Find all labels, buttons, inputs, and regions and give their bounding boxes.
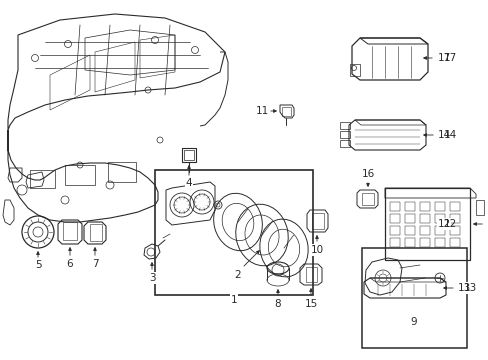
Bar <box>404 238 414 247</box>
Bar <box>305 267 316 282</box>
Bar <box>389 202 399 211</box>
Bar <box>434 238 444 247</box>
Bar <box>404 202 414 211</box>
Text: 17: 17 <box>436 53 450 63</box>
Bar <box>30 170 55 188</box>
Text: 6: 6 <box>66 259 73 269</box>
Text: 8: 8 <box>274 299 281 309</box>
Bar <box>155 170 312 295</box>
Text: 14: 14 <box>436 130 450 140</box>
Bar <box>90 224 102 241</box>
Bar <box>182 148 196 162</box>
Text: 10: 10 <box>310 245 323 255</box>
Bar <box>449 202 459 211</box>
Bar <box>183 150 194 160</box>
Bar <box>434 202 444 211</box>
Bar <box>311 213 324 229</box>
Bar <box>419 238 429 247</box>
Bar <box>449 214 459 223</box>
Bar <box>404 226 414 235</box>
Bar <box>419 226 429 235</box>
Bar <box>361 248 466 348</box>
Text: 9: 9 <box>410 317 416 327</box>
Text: 4: 4 <box>185 178 192 188</box>
Bar <box>384 188 469 260</box>
Bar <box>349 64 359 76</box>
Text: 5: 5 <box>35 260 41 270</box>
Bar <box>434 214 444 223</box>
Bar <box>339 140 349 147</box>
Bar <box>339 122 349 129</box>
Bar <box>361 193 373 205</box>
Text: 15: 15 <box>304 299 317 309</box>
Bar <box>419 202 429 211</box>
Bar <box>108 162 136 182</box>
Bar <box>404 214 414 223</box>
Text: 13: 13 <box>463 283 476 293</box>
Bar <box>449 238 459 247</box>
Bar <box>65 165 95 185</box>
Text: 1: 1 <box>230 295 237 305</box>
Text: 16: 16 <box>361 169 374 179</box>
Text: 12: 12 <box>443 219 456 229</box>
Text: 2: 2 <box>234 270 241 280</box>
Text: 12: 12 <box>436 219 450 229</box>
Text: 3: 3 <box>148 273 155 283</box>
Bar <box>434 226 444 235</box>
Text: 14: 14 <box>443 130 456 140</box>
Bar <box>389 238 399 247</box>
Text: 11: 11 <box>255 106 268 116</box>
Bar <box>419 214 429 223</box>
Text: 7: 7 <box>92 259 98 269</box>
Bar <box>63 222 77 240</box>
Text: 17: 17 <box>443 53 456 63</box>
Text: 13: 13 <box>456 283 469 293</box>
Bar <box>339 131 349 138</box>
Bar <box>475 200 483 215</box>
Bar <box>389 214 399 223</box>
Bar <box>282 107 290 116</box>
Bar <box>449 226 459 235</box>
Bar <box>389 226 399 235</box>
